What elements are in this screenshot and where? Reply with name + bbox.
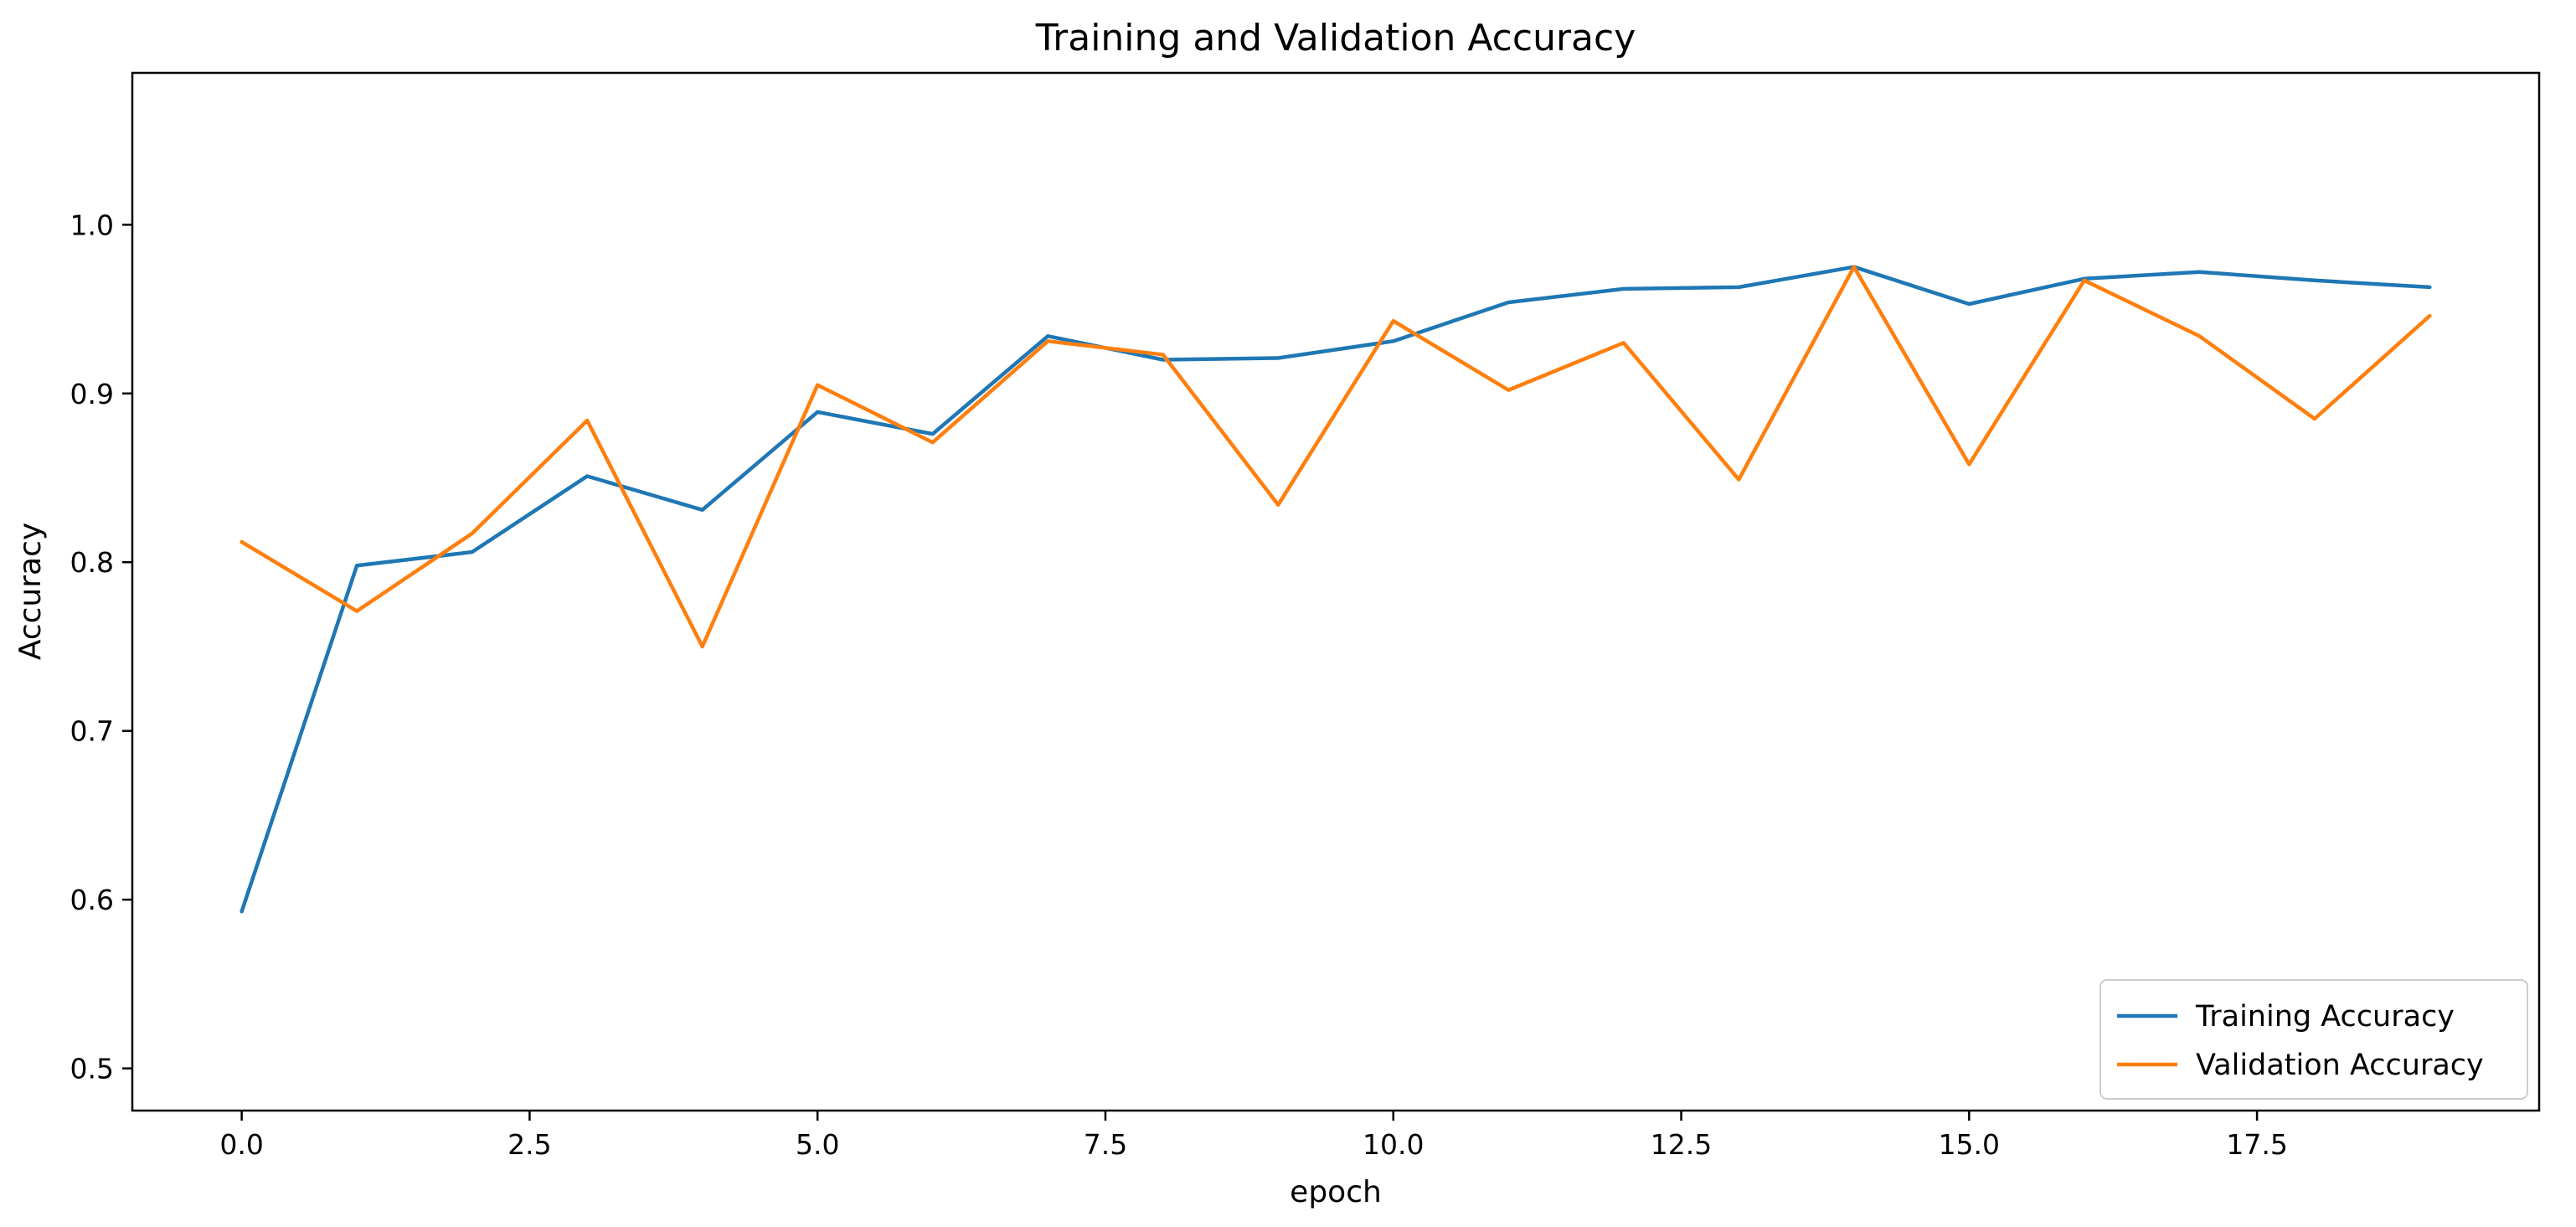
- x-tick-label: 10.0: [1363, 1128, 1424, 1161]
- x-tick-label: 2.5: [507, 1128, 551, 1161]
- y-tick-label: 1.0: [70, 209, 114, 241]
- chart-title: Training and Validation Accuracy: [1035, 17, 1636, 59]
- y-tick-label: 0.6: [70, 884, 114, 916]
- y-tick-label: 0.7: [70, 715, 114, 748]
- y-tick-label: 0.8: [70, 546, 114, 579]
- x-tick-label: 7.5: [1084, 1128, 1127, 1161]
- x-tick-label: 17.5: [2226, 1128, 2287, 1161]
- plot-series: [240, 265, 2432, 914]
- x-tick-label: 0.0: [219, 1128, 263, 1161]
- x-axis-label: epoch: [1290, 1175, 1382, 1209]
- y-axis-ticks: 0.5 0.6 0.7 0.8 0.9 1.0: [70, 209, 132, 1085]
- y-axis-label: Accuracy: [13, 523, 48, 660]
- x-tick-label: 12.5: [1651, 1128, 1712, 1161]
- legend-label: Validation Accuracy: [2196, 1049, 2484, 1082]
- legend-label: Training Accuracy: [2195, 1000, 2455, 1034]
- x-tick-label: 5.0: [796, 1128, 839, 1161]
- y-tick-label: 0.9: [70, 378, 114, 410]
- y-tick-label: 0.5: [70, 1053, 114, 1085]
- series-line-training: [240, 265, 2432, 914]
- x-axis-ticks: 0.0 2.5 5.0 7.5 10.0 12.5 15.0 17.5: [219, 1111, 2288, 1161]
- legend: Training Accuracy Validation Accuracy: [2099, 979, 2528, 1100]
- x-tick-label: 15.0: [1939, 1128, 2000, 1161]
- plot-frame: [131, 71, 2541, 1112]
- series-line-validation: [240, 265, 2432, 649]
- legend-box: [2099, 979, 2528, 1100]
